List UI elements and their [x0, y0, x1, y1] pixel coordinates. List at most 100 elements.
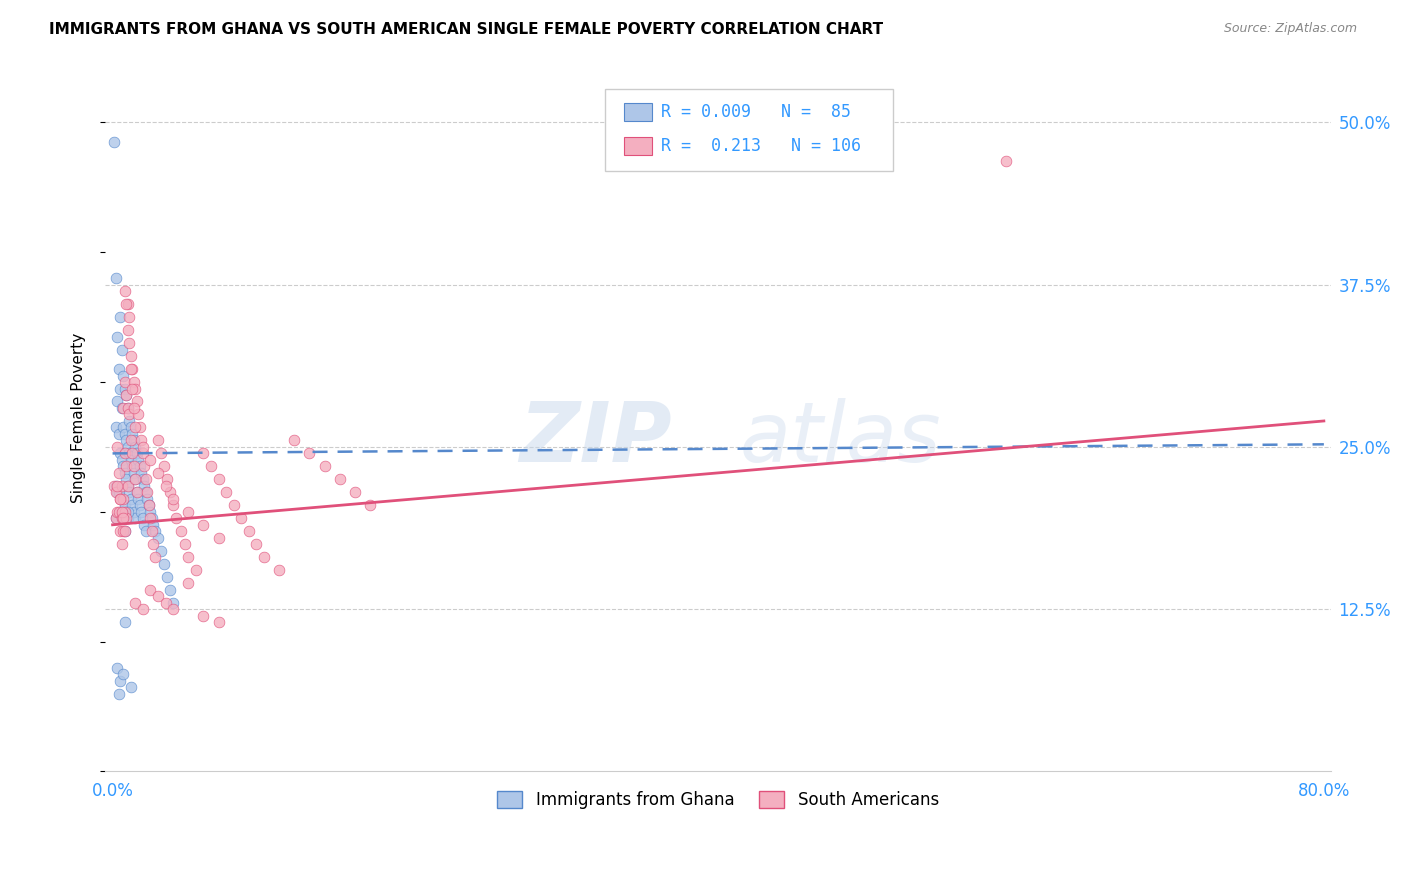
Point [134, 459, 156, 474]
Point [105, 479, 128, 493]
Point [107, 686, 129, 700]
Point [107, 466, 129, 480]
Point [142, 517, 165, 532]
Point [155, 479, 177, 493]
Point [118, 446, 141, 460]
Point [156, 472, 179, 486]
Point [134, 479, 156, 493]
Point [107, 505, 129, 519]
Point [118, 408, 141, 422]
Point [193, 446, 215, 460]
Point [128, 459, 150, 474]
Point [231, 511, 253, 525]
Point [134, 517, 156, 532]
Point [359, 499, 381, 513]
Point [184, 563, 207, 577]
Point [343, 485, 366, 500]
Point [117, 511, 139, 525]
Point [114, 466, 136, 480]
Point [177, 550, 200, 565]
Point [115, 388, 138, 402]
Point [153, 459, 176, 474]
Point [298, 446, 321, 460]
Point [138, 499, 160, 513]
Point [111, 453, 134, 467]
Legend: Immigrants from Ghana, South Americans: Immigrants from Ghana, South Americans [491, 785, 946, 816]
Point [111, 505, 134, 519]
Point [112, 505, 135, 519]
Point [121, 426, 143, 441]
Text: IMMIGRANTS FROM GHANA VS SOUTH AMERICAN SINGLE FEMALE POVERTY CORRELATION CHART: IMMIGRANTS FROM GHANA VS SOUTH AMERICAN … [49, 22, 883, 37]
Point [107, 485, 129, 500]
Point [125, 446, 148, 460]
Text: atlas: atlas [740, 399, 942, 479]
Point [117, 479, 139, 493]
Point [115, 297, 138, 311]
Point [146, 589, 169, 603]
Point [329, 472, 352, 486]
Point [283, 434, 305, 448]
Point [121, 499, 143, 513]
Point [238, 524, 260, 539]
Point [146, 531, 169, 545]
Point [108, 524, 131, 539]
Point [143, 524, 166, 539]
Point [139, 582, 162, 597]
Point [103, 479, 125, 493]
Point [124, 472, 146, 486]
Point [105, 329, 128, 343]
Point [122, 434, 145, 448]
Point [112, 511, 135, 525]
Text: Source: ZipAtlas.com: Source: ZipAtlas.com [1223, 22, 1357, 36]
Point [103, 135, 125, 149]
Point [114, 524, 136, 539]
Point [105, 394, 128, 409]
Point [122, 459, 145, 474]
Point [108, 673, 131, 688]
Point [150, 543, 173, 558]
Point [162, 491, 184, 506]
Point [120, 420, 142, 434]
Point [105, 485, 128, 500]
Point [128, 499, 150, 513]
Point [120, 453, 142, 467]
Point [125, 485, 148, 500]
Point [118, 414, 141, 428]
Point [114, 524, 136, 539]
Point [114, 615, 136, 629]
Point [159, 485, 181, 500]
Point [114, 505, 136, 519]
Point [117, 440, 139, 454]
Point [120, 434, 142, 448]
Point [117, 323, 139, 337]
Point [193, 608, 215, 623]
Point [132, 602, 155, 616]
Point [104, 479, 127, 493]
Point [117, 505, 139, 519]
Point [127, 408, 149, 422]
Point [115, 472, 138, 486]
Point [111, 479, 134, 493]
Point [122, 401, 145, 415]
Point [121, 459, 143, 474]
Point [118, 336, 141, 351]
Point [162, 596, 184, 610]
Point [107, 426, 129, 441]
Point [146, 434, 169, 448]
Point [115, 511, 138, 525]
Point [114, 499, 136, 513]
Point [135, 485, 157, 500]
Point [118, 310, 141, 325]
Point [141, 511, 163, 525]
Point [117, 297, 139, 311]
Point [132, 511, 155, 525]
Point [155, 596, 177, 610]
Point [105, 660, 128, 674]
Point [111, 511, 134, 525]
Point [122, 375, 145, 389]
Text: ZIP: ZIP [519, 399, 672, 479]
Point [174, 537, 197, 551]
Point [124, 511, 146, 525]
Point [136, 491, 159, 506]
Point [124, 596, 146, 610]
